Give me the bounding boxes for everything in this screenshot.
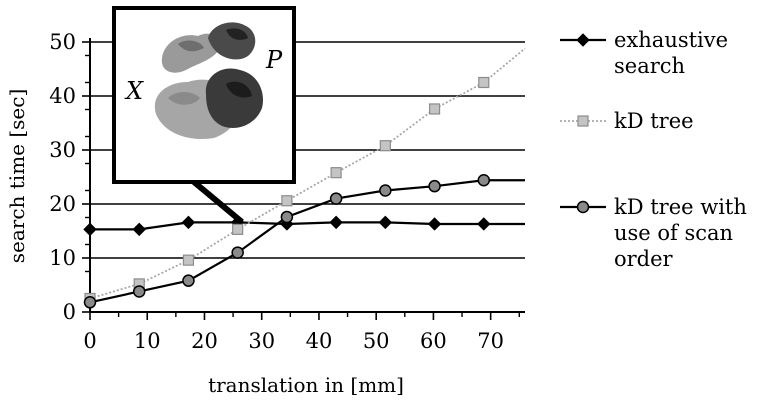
series-3-point — [477, 173, 491, 187]
legend-label-1: search — [614, 54, 685, 78]
inset-figure: X P — [112, 6, 296, 225]
point-cloud-p-image — [205, 22, 264, 128]
legend-marker-2 — [577, 115, 589, 127]
x-tick-label: 20 — [191, 329, 218, 353]
series-3-point — [182, 274, 195, 287]
y-tick-label: 30 — [49, 138, 76, 162]
series-1-point — [329, 215, 343, 230]
series-1-point — [378, 215, 393, 230]
x-tick-label: 70 — [477, 329, 504, 353]
legend-marker-3 — [576, 200, 590, 214]
y-tick-label: 20 — [49, 192, 76, 216]
legend-label-2: kD tree — [614, 109, 694, 133]
x-tick-label: 50 — [363, 329, 390, 353]
series-1-point — [132, 222, 146, 237]
axes: 0 10 20 30 40 50 0 10 20 30 40 50 60 70 — [49, 30, 525, 353]
inset-pointer-line — [192, 179, 244, 225]
x-tick-label: 30 — [248, 329, 275, 353]
series-2-point — [182, 254, 195, 266]
legend-label-3: kD tree with — [614, 195, 747, 219]
series-line-1 — [90, 221, 525, 231]
series-1-point — [477, 217, 491, 231]
x-tick-label: 10 — [134, 329, 161, 353]
series-2-point — [478, 76, 490, 89]
series-2-point — [330, 167, 342, 179]
series-1-point — [181, 215, 196, 230]
x-tick-label: 40 — [306, 329, 333, 353]
series-line-3 — [89, 179, 525, 304]
series-2-point — [379, 140, 391, 152]
legend-marker-1 — [576, 33, 590, 47]
series-3-point — [329, 192, 343, 205]
series-3-point — [83, 296, 97, 309]
series-3-point — [231, 246, 244, 259]
x-tick-label: 0 — [83, 329, 96, 353]
series-3-point — [280, 210, 294, 224]
series-2-point — [232, 223, 244, 235]
series-3-point — [428, 179, 441, 193]
series-2-point — [428, 103, 441, 115]
legend-label-1: exhaustive — [614, 28, 728, 52]
series-3-point — [379, 184, 392, 197]
series-1-point — [427, 217, 442, 231]
y-tick-label: 40 — [49, 84, 76, 108]
inset-label-p: P — [265, 46, 283, 74]
series-1-point — [83, 222, 97, 237]
x-tick-label: 60 — [420, 329, 447, 353]
series-line-2 — [89, 47, 526, 300]
y-axis-title: search time [sec] — [5, 89, 29, 264]
series-3-point — [132, 285, 146, 298]
series-2-point — [281, 195, 293, 207]
data-series — [83, 47, 526, 309]
inset-label-x: X — [124, 77, 144, 105]
y-tick-label: 10 — [49, 246, 76, 270]
legend-label-3: use of scan — [614, 221, 733, 245]
y-tick-label: 0 — [63, 300, 76, 324]
y-tick-label: 50 — [49, 30, 76, 54]
legend-label-3: order — [614, 247, 674, 271]
x-axis-title: translation in [mm] — [208, 373, 404, 397]
